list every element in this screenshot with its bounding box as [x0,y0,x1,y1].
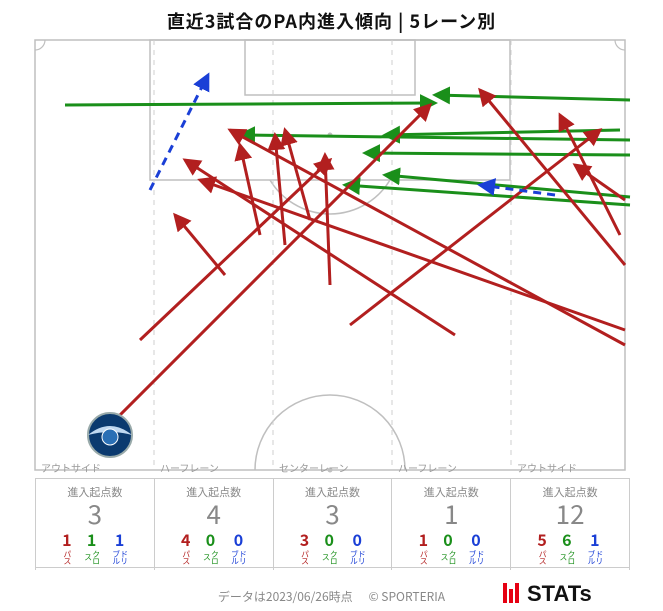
bd-pass: 1 パス [62,531,71,566]
bd-dribble: 1 ドリブル [587,531,603,566]
bd-cross: 1 クロス [84,531,100,566]
stats-bottom-rule [35,567,630,568]
lane-name: センターレーン [279,460,349,475]
lane-stats-cell: 進入起点数 3 3 パス 0 クロス 0 ドリブル [273,478,392,570]
breakdown: 3 パス 0 クロス 0 ドリブル [274,531,392,566]
lane-stats-cell: 進入起点数 4 4 パス 0 クロス 0 ドリブル [154,478,273,570]
bd-pass: 4 パス [181,531,190,566]
lane-name: アウトサイド [517,460,577,475]
origin-total: 1 [392,500,510,529]
lane-stats-cell: 進入起点数 3 1 パス 1 クロス 1 ドリブル [35,478,154,570]
copyright: © SPORTERIA [369,588,445,605]
chart-title: 直近3試合のPA内進入傾向 | 5レーン別 [0,8,663,34]
breakdown: 5 パス 6 クロス 1 ドリブル [511,531,629,566]
bd-cross: 0 クロス [202,531,218,566]
bd-dribble: 1 ドリブル [112,531,128,566]
origin-total: 3 [274,500,392,529]
stats-row: 進入起点数 3 1 パス 1 クロス 1 ドリブル 進入起点数 4 4 パス [35,478,630,570]
lane-name: ハーフレーン [160,460,219,475]
bd-dribble: 0 ドリブル [349,531,365,566]
team-badge [88,413,132,457]
origin-total: 3 [36,500,154,529]
bd-pass: 3 パス [300,531,309,566]
lane-name: アウトサイド [41,460,101,475]
bd-pass: 5 パス [537,531,546,566]
chart-container: 直近3試合のPA内進入傾向 | 5レーン別 アウトサイド ハーフレーン センターレー… [0,0,663,611]
breakdown: 1 パス 1 クロス 1 ドリブル [36,531,154,566]
lane-stats-cell: 進入起点数 12 5 パス 6 クロス 1 ドリブル [510,478,630,570]
breakdown: 1 パス 0 クロス 0 ドリブル [392,531,510,566]
bd-cross: 0 クロス [440,531,456,566]
origin-total: 12 [511,500,629,529]
lane-name: ハーフレーン [398,460,457,475]
breakdown: 4 パス 0 クロス 0 ドリブル [155,531,273,566]
bd-cross: 0 クロス [321,531,337,566]
lane-stats-cell: 進入起点数 1 1 パス 0 クロス 0 ドリブル [391,478,510,570]
pitch-svg [30,35,635,480]
origin-total: 4 [155,500,273,529]
bd-cross: 6 クロス [559,531,575,566]
brand-logo: STATs [503,579,633,607]
data-date: データは2023/06/26時点 [218,588,353,605]
bd-dribble: 0 ドリブル [230,531,246,566]
svg-text:STATs: STATs [527,581,592,606]
bd-dribble: 0 ドリブル [468,531,484,566]
bd-pass: 1 パス [419,531,428,566]
